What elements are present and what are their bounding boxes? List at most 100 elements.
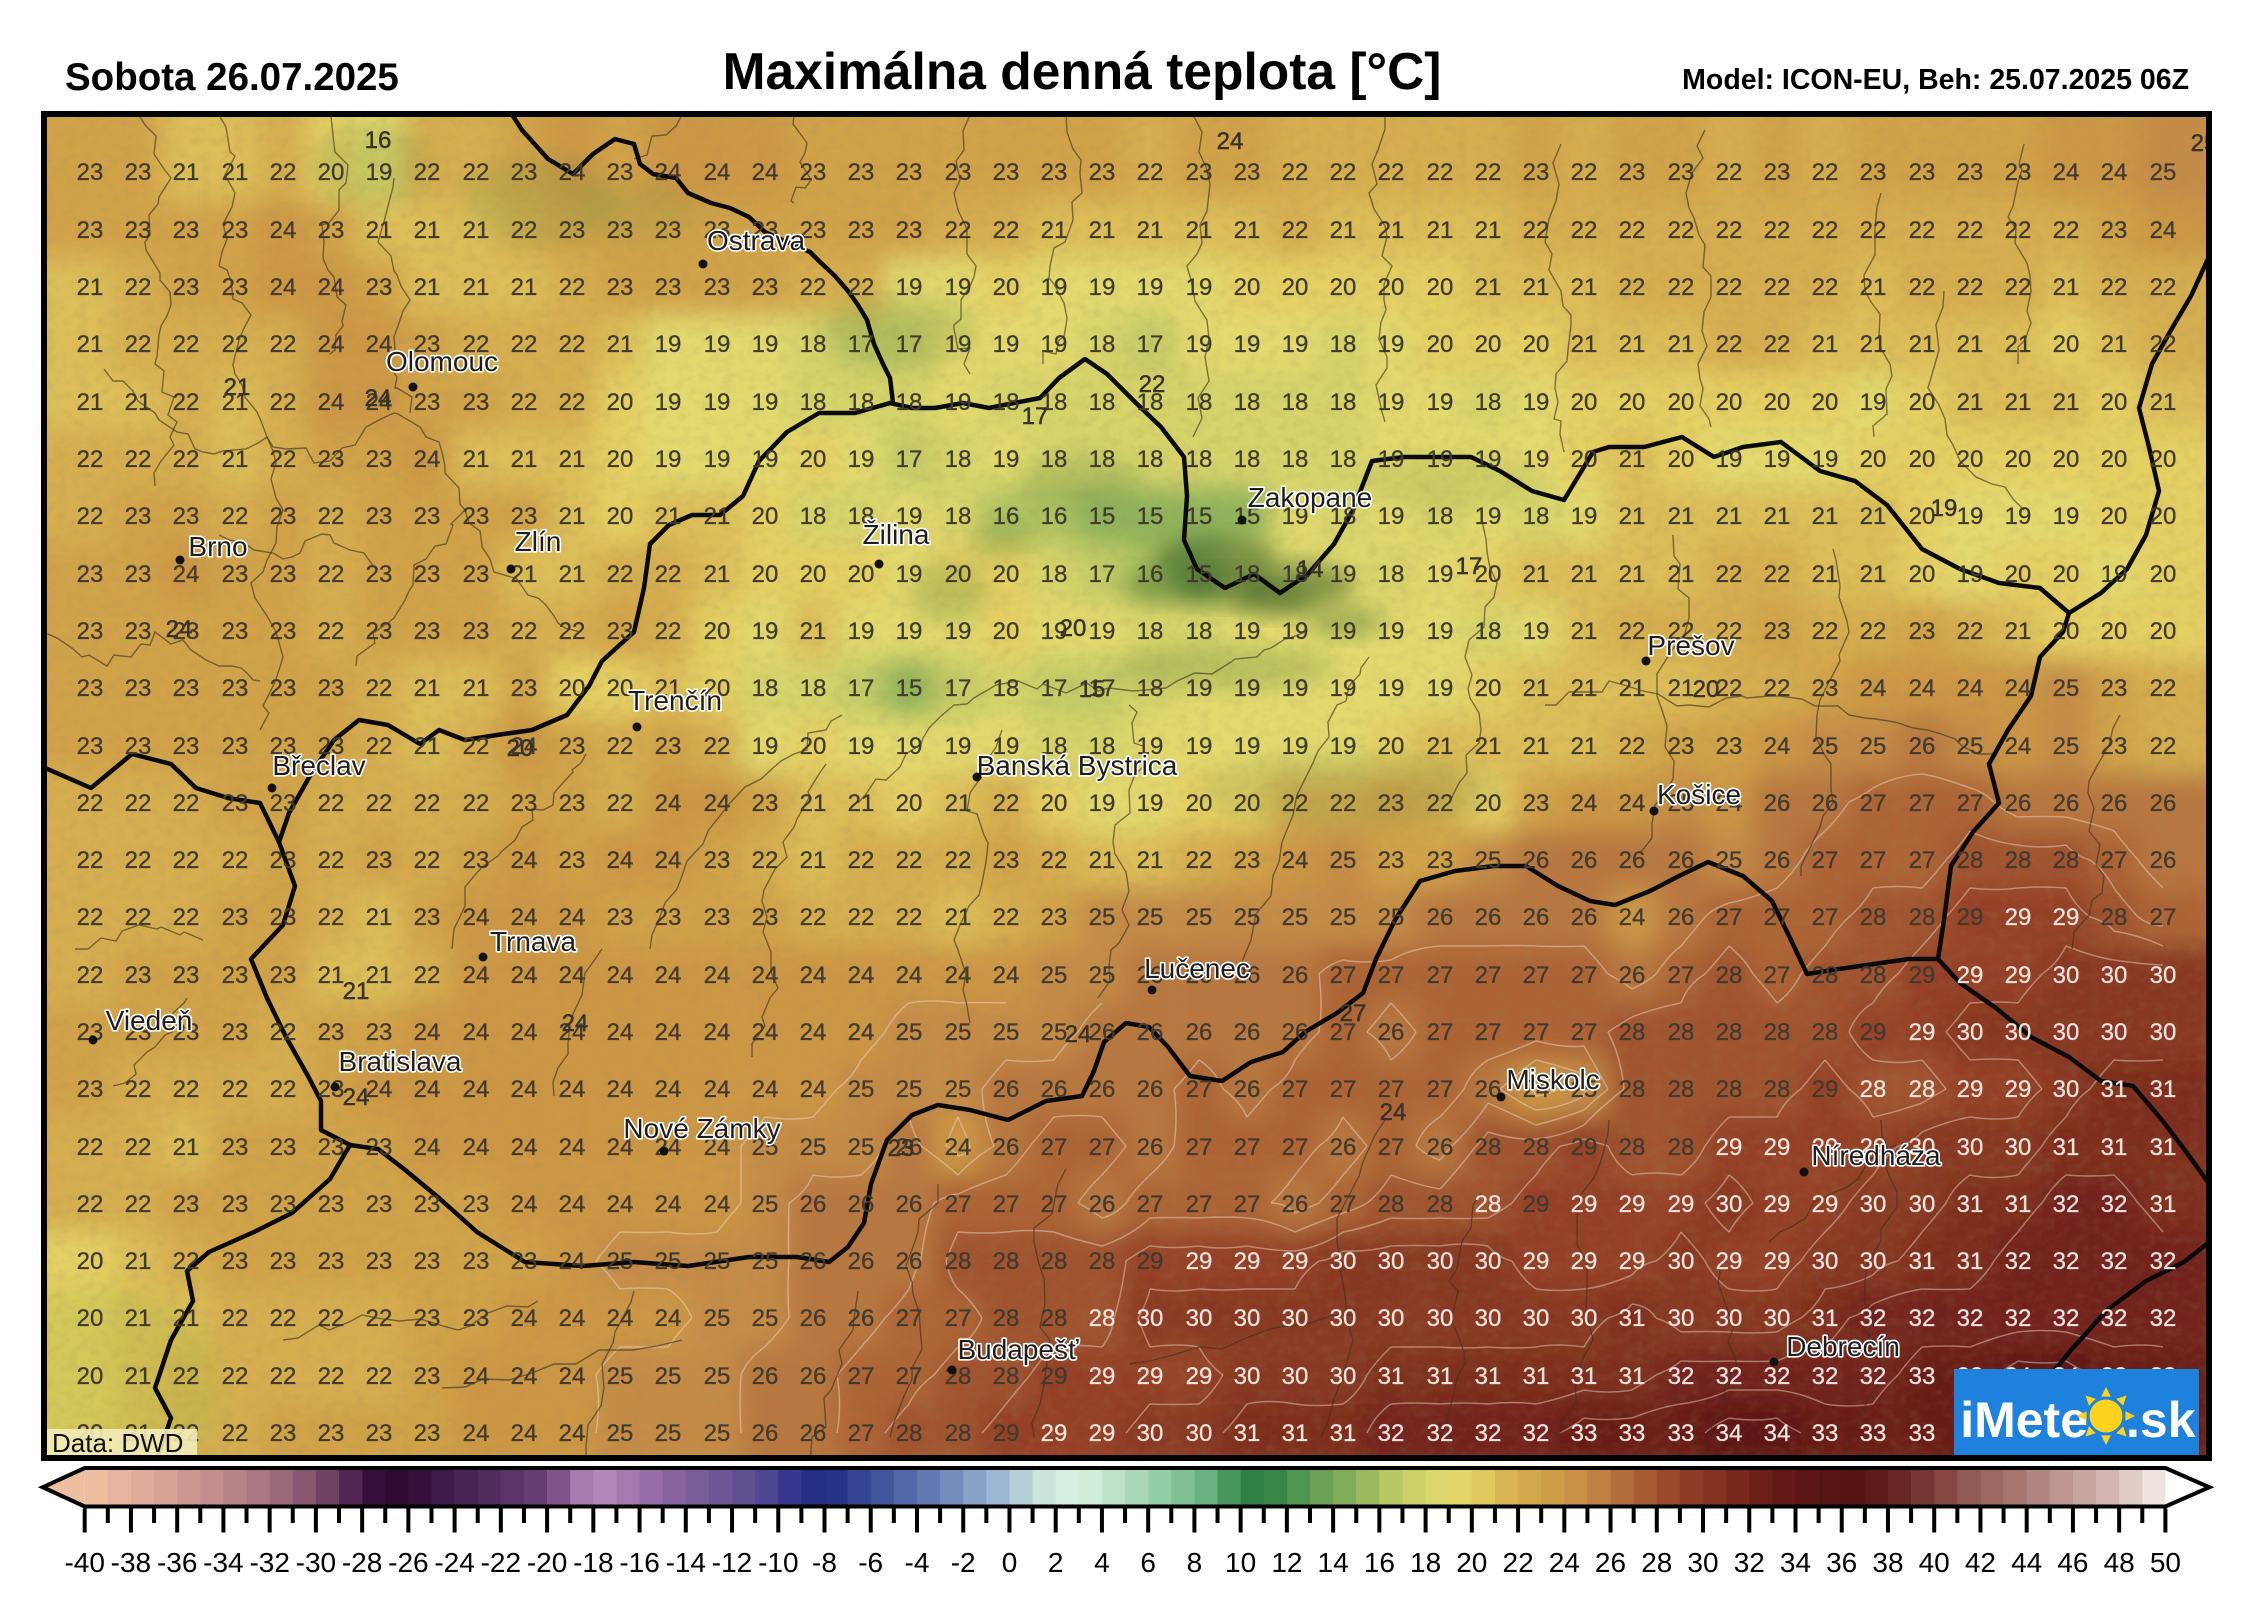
svg-text:24: 24	[752, 962, 779, 989]
svg-text:23: 23	[318, 1076, 345, 1103]
svg-text:24: 24	[511, 1305, 538, 1332]
svg-text:29: 29	[1137, 1248, 1164, 1275]
svg-text:32: 32	[2053, 1248, 2080, 1275]
svg-text:24: 24	[463, 1420, 490, 1447]
svg-text:28: 28	[993, 1305, 1020, 1332]
svg-text:27: 27	[1571, 962, 1598, 989]
svg-text:Sobota 26.07.2025: Sobota 26.07.2025	[65, 56, 399, 99]
svg-text:31: 31	[1571, 1363, 1598, 1390]
svg-text:Debrecín: Debrecín	[1786, 1331, 1900, 1362]
svg-text:30: 30	[2101, 962, 2128, 989]
svg-text:20: 20	[993, 561, 1020, 588]
svg-text:28: 28	[1860, 1076, 1887, 1103]
svg-text:20: 20	[1523, 331, 1550, 358]
svg-text:18: 18	[1330, 446, 1357, 473]
svg-text:24: 24	[1860, 675, 1887, 702]
svg-text:22: 22	[77, 1191, 104, 1218]
svg-text:26: 26	[993, 1134, 1020, 1161]
svg-text:25: 25	[1860, 733, 1887, 760]
svg-text:33: 33	[1909, 1363, 1936, 1390]
svg-text:26: 26	[1137, 1019, 1164, 1046]
svg-text:22: 22	[77, 904, 104, 931]
svg-text:46: 46	[2057, 1547, 2088, 1578]
svg-text:24: 24	[270, 217, 297, 244]
svg-text:19: 19	[2101, 561, 2128, 588]
svg-text:15: 15	[896, 675, 923, 702]
svg-text:40: 40	[1919, 1547, 1950, 1578]
svg-text:23: 23	[993, 847, 1020, 874]
svg-text:19: 19	[1234, 331, 1261, 358]
svg-text:18: 18	[1041, 561, 1068, 588]
svg-text:23: 23	[173, 274, 200, 301]
svg-text:22: 22	[1812, 217, 1839, 244]
svg-text:22: 22	[607, 733, 634, 760]
svg-text:19: 19	[896, 618, 923, 645]
svg-text:32: 32	[1734, 1547, 1765, 1578]
svg-text:30: 30	[1475, 1248, 1502, 1275]
svg-text:23: 23	[463, 389, 490, 416]
svg-text:34: 34	[1716, 1420, 1743, 1447]
svg-text:23: 23	[1234, 847, 1261, 874]
svg-text:19: 19	[752, 733, 779, 760]
svg-text:28: 28	[1641, 1547, 1672, 1578]
svg-text:21: 21	[1089, 217, 1116, 244]
svg-text:31: 31	[2101, 1076, 2128, 1103]
svg-text:21: 21	[559, 446, 586, 473]
svg-text:23: 23	[463, 1191, 490, 1218]
svg-text:23: 23	[1860, 159, 1887, 186]
svg-text:18: 18	[1186, 618, 1213, 645]
svg-text:26: 26	[896, 1191, 923, 1218]
svg-text:22: 22	[1619, 274, 1646, 301]
svg-text:-2: -2	[951, 1547, 976, 1578]
svg-text:23: 23	[655, 733, 682, 760]
svg-text:22: 22	[270, 1019, 297, 1046]
svg-text:21: 21	[2101, 331, 2128, 358]
svg-text:25: 25	[2053, 733, 2080, 760]
svg-text:19: 19	[1282, 675, 1309, 702]
svg-text:21: 21	[1860, 561, 1887, 588]
svg-text:21: 21	[463, 446, 490, 473]
svg-text:23: 23	[366, 1191, 393, 1218]
svg-text:24: 24	[1716, 790, 1743, 817]
svg-text:22: 22	[270, 1363, 297, 1390]
svg-text:29: 29	[1571, 1191, 1598, 1218]
svg-text:25: 25	[704, 1305, 731, 1332]
svg-text:24: 24	[511, 1363, 538, 1390]
svg-text:33: 33	[1619, 1420, 1646, 1447]
svg-text:21: 21	[1860, 503, 1887, 530]
svg-text:23: 23	[463, 503, 490, 530]
svg-text:23: 23	[800, 159, 827, 186]
svg-text:22: 22	[1716, 274, 1743, 301]
svg-text:19: 19	[1427, 675, 1454, 702]
svg-text:29: 29	[1041, 1363, 1068, 1390]
svg-text:18: 18	[1089, 446, 1116, 473]
svg-text:22: 22	[77, 1134, 104, 1161]
svg-text:20: 20	[1764, 389, 1791, 416]
svg-text:23: 23	[125, 618, 152, 645]
svg-text:25: 25	[800, 1134, 827, 1161]
svg-text:Zlín: Zlín	[515, 526, 562, 557]
svg-text:23: 23	[559, 847, 586, 874]
svg-text:23: 23	[222, 1191, 249, 1218]
svg-text:20: 20	[848, 561, 875, 588]
svg-text:27: 27	[1764, 962, 1791, 989]
svg-text:31: 31	[1427, 1363, 1454, 1390]
svg-text:31: 31	[2150, 1134, 2177, 1161]
svg-text:29: 29	[1668, 1191, 1695, 1218]
svg-text:22: 22	[896, 904, 923, 931]
svg-text:17: 17	[945, 675, 972, 702]
svg-text:26: 26	[752, 1363, 779, 1390]
svg-text:22: 22	[463, 331, 490, 358]
svg-text:20: 20	[1282, 274, 1309, 301]
svg-text:23: 23	[1764, 618, 1791, 645]
svg-text:22: 22	[318, 503, 345, 530]
svg-text:30: 30	[1668, 1305, 1695, 1332]
svg-text:26: 26	[1137, 1076, 1164, 1103]
svg-text:25: 25	[607, 1363, 634, 1390]
svg-text:22: 22	[1619, 733, 1646, 760]
svg-text:21: 21	[1137, 847, 1164, 874]
svg-text:26: 26	[1234, 1076, 1261, 1103]
svg-text:23: 23	[2005, 159, 2032, 186]
svg-text:31: 31	[2101, 1134, 2128, 1161]
svg-text:22: 22	[655, 561, 682, 588]
